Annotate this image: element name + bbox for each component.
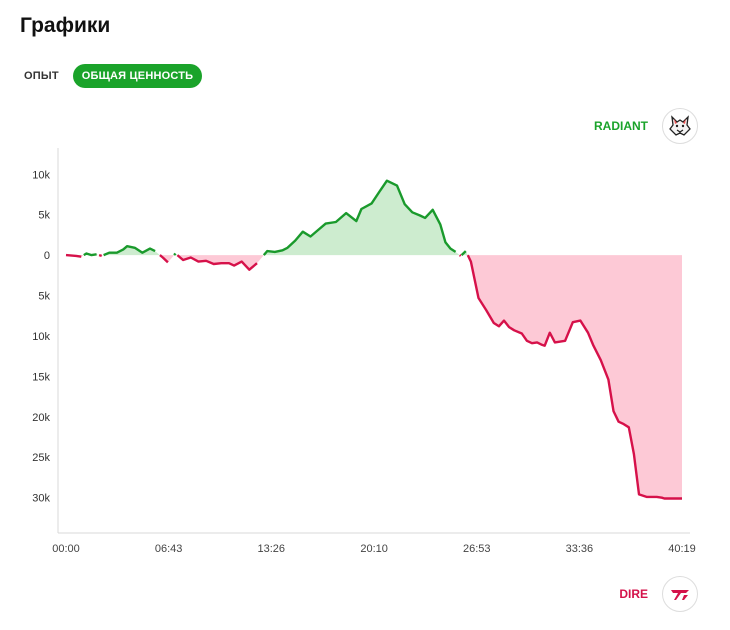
x-tick-label: 13:26 [257, 543, 285, 555]
y-tick-labels: 10k 5k 0 5k 10k 15k 20k 25k 30k [32, 169, 50, 504]
radiant-advantage-line [262, 179, 457, 256]
dire-advantage-line [458, 254, 462, 257]
y-tick-label: 15k [32, 371, 50, 383]
dire-advantage-line [98, 253, 103, 258]
x-tick-label: 20:10 [360, 543, 388, 555]
dire-advantage-area [467, 255, 682, 499]
y-tick-label: 0 [44, 250, 50, 262]
radiant-advantage-line [460, 250, 467, 256]
wolf-icon [662, 108, 698, 144]
y-tick-label: 5k [38, 210, 50, 222]
dire-team: DIRE [619, 576, 698, 612]
radiant-advantage-line [173, 252, 177, 256]
radiant-advantage-line [103, 245, 156, 257]
y-tick-label: 5k [38, 291, 50, 303]
x-tick-label: 40:19 [668, 543, 696, 555]
t1-icon [662, 576, 698, 612]
tab-net-worth[interactable]: ОБЩАЯ ЦЕННОСТЬ [72, 64, 203, 88]
x-tick-label: 26:53 [463, 543, 491, 555]
x-tick-label: 06:43 [155, 543, 183, 555]
y-tick-label: 25k [32, 452, 50, 464]
y-tick-label: 30k [32, 493, 50, 505]
x-tick-labels: 00:00 06:43 13:26 20:10 26:53 33:36 40:19 [52, 543, 696, 555]
dire-advantage-line [466, 254, 682, 500]
radiant-team: RADIANT [594, 108, 698, 144]
y-tick-label: 10k [32, 331, 50, 343]
radiant-label: RADIANT [594, 119, 648, 133]
tab-experience[interactable]: ОПЫТ [24, 70, 59, 82]
radiant-advantage-line [83, 252, 97, 257]
page-title: Графики [20, 14, 111, 37]
dire-advantage-line [159, 254, 169, 264]
dire-advantage-line [65, 253, 82, 258]
series-lines [65, 179, 682, 500]
y-tick-label: 20k [32, 412, 50, 424]
chart-tabs: ОПЫТ ОБЩАЯ ЦЕННОСТЬ [20, 64, 203, 88]
x-tick-label: 33:36 [566, 543, 594, 555]
dire-label: DIRE [619, 587, 648, 601]
dire-advantage-line [176, 254, 258, 271]
x-tick-label: 00:00 [52, 543, 80, 555]
y-tick-label: 10k [32, 169, 50, 181]
radiant-advantage-area [263, 180, 460, 256]
